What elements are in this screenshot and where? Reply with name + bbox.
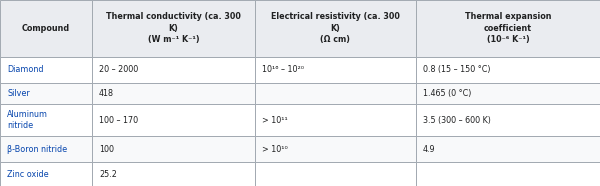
Bar [416, 162, 600, 186]
Bar [255, 83, 416, 104]
Text: 1.465 (0 °C): 1.465 (0 °C) [423, 89, 472, 98]
Text: 25.2: 25.2 [99, 169, 117, 179]
Bar [92, 162, 255, 186]
Bar [0, 136, 92, 162]
Text: 418: 418 [99, 89, 114, 98]
Bar [416, 83, 600, 104]
Bar [92, 136, 255, 162]
Bar [416, 104, 600, 136]
Bar [0, 104, 92, 136]
Bar [0, 162, 92, 186]
Bar [92, 104, 255, 136]
Bar [92, 57, 255, 83]
Text: 100: 100 [99, 145, 114, 154]
Text: 3.5 (300 – 600 K): 3.5 (300 – 600 K) [423, 116, 491, 125]
Bar [255, 136, 416, 162]
Bar [255, 104, 416, 136]
Text: 0.8 (15 – 150 °C): 0.8 (15 – 150 °C) [423, 65, 491, 74]
Text: > 10¹¹: > 10¹¹ [262, 116, 288, 125]
Text: Aluminum
nitride: Aluminum nitride [7, 110, 48, 130]
Text: 4.9: 4.9 [423, 145, 436, 154]
Text: Silver: Silver [7, 89, 30, 98]
Text: β-Boron nitride: β-Boron nitride [7, 145, 67, 154]
Bar [255, 162, 416, 186]
Text: Thermal expansion
coefficient
(10⁻⁶ K⁻¹): Thermal expansion coefficient (10⁻⁶ K⁻¹) [464, 12, 551, 44]
Bar [0, 83, 92, 104]
Bar [92, 83, 255, 104]
Bar [255, 0, 416, 57]
Text: 10¹⁶ – 10²⁰: 10¹⁶ – 10²⁰ [262, 65, 304, 74]
Bar [416, 57, 600, 83]
Text: Compound: Compound [22, 24, 70, 33]
Text: > 10¹⁰: > 10¹⁰ [262, 145, 288, 154]
Text: Zinc oxide: Zinc oxide [7, 169, 49, 179]
Bar [0, 0, 92, 57]
Bar [416, 0, 600, 57]
Bar [255, 57, 416, 83]
Bar [0, 57, 92, 83]
Text: Thermal conductivity (ca. 300
K)
(W m⁻¹ K⁻¹): Thermal conductivity (ca. 300 K) (W m⁻¹ … [106, 12, 241, 44]
Text: 100 – 170: 100 – 170 [99, 116, 138, 125]
Text: 20 – 2000: 20 – 2000 [99, 65, 138, 74]
Bar [416, 136, 600, 162]
Text: Electrical resistivity (ca. 300
K)
(Ω cm): Electrical resistivity (ca. 300 K) (Ω cm… [271, 12, 400, 44]
Text: Diamond: Diamond [7, 65, 44, 74]
Bar [92, 0, 255, 57]
